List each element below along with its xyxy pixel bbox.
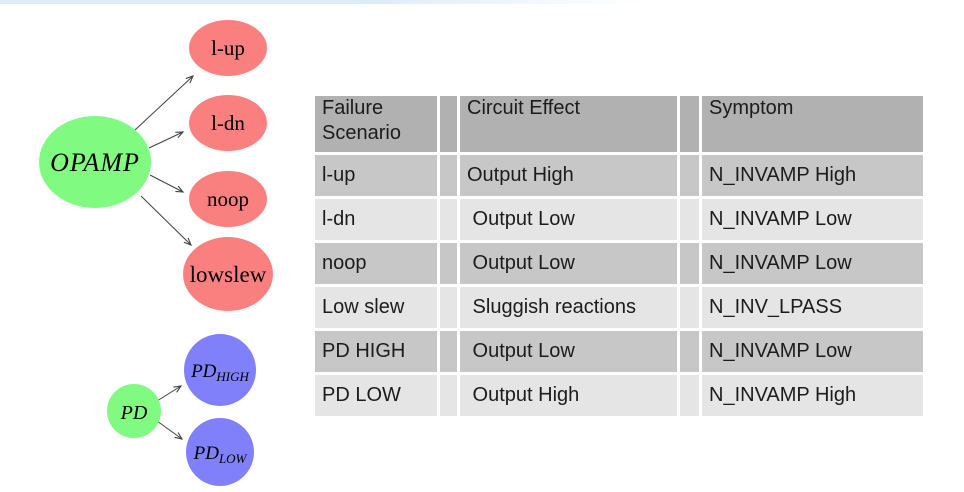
header-failure-scenario: Failure Scenario: [315, 96, 437, 152]
table-row: l-up Output High N_INVAMP High: [315, 155, 923, 196]
cell-failure-scenario: PD HIGH: [315, 331, 437, 372]
header-circuit-effect: Circuit Effect: [460, 96, 677, 152]
node-ldn: [189, 95, 267, 151]
node-noop: [189, 171, 267, 227]
cell-circuit-effect: Output Low: [460, 331, 677, 372]
edge-opamp-noop: [149, 174, 185, 193]
cell-circuit-effect: Output Low: [460, 243, 677, 284]
cell-spacer: [680, 155, 699, 196]
cell-spacer: [680, 287, 699, 328]
header-symptom: Symptom: [702, 96, 923, 152]
table-row: l-dn Output Low N_INVAMP Low: [315, 199, 923, 240]
node-noop-label: noop: [207, 187, 249, 211]
cell-symptom: N_INVAMP Low: [702, 199, 923, 240]
cell-circuit-effect: Output High: [460, 155, 677, 196]
table-row: noop Output Low N_INVAMP Low: [315, 243, 923, 284]
cell-spacer: [440, 331, 457, 372]
cell-failure-scenario: l-dn: [315, 199, 437, 240]
node-pdhigh: [184, 334, 256, 406]
table-header-row: Failure Scenario Circuit Effect Symptom: [315, 96, 923, 152]
table-row: Low slew Sluggish reactions N_INV_LPASS: [315, 287, 923, 328]
node-lowslew-label: lowslew: [190, 262, 267, 287]
node-pd: [107, 384, 161, 438]
cell-failure-scenario: Low slew: [315, 287, 437, 328]
cell-symptom: N_INV_LPASS: [702, 287, 923, 328]
table-row: PD LOW Output High N_INVAMP High: [315, 375, 923, 416]
edge-pd-pdhigh: [156, 385, 183, 402]
node-lowslew: [183, 237, 273, 311]
window-top-edge: [0, 0, 648, 4]
cell-spacer: [440, 287, 457, 328]
failure-table: Failure Scenario Circuit Effect Symptom …: [312, 93, 926, 419]
cell-failure-scenario: noop: [315, 243, 437, 284]
cell-spacer: [680, 331, 699, 372]
edge-opamp-lowslew: [140, 195, 192, 246]
cell-circuit-effect: Output High: [460, 375, 677, 416]
cell-symptom: N_INVAMP High: [702, 375, 923, 416]
cell-circuit-effect: Output Low: [460, 199, 677, 240]
node-lup: [189, 20, 267, 76]
cell-spacer: [680, 243, 699, 284]
cell-spacer: [680, 199, 699, 240]
edge-opamp-lup: [134, 75, 195, 131]
node-pd-label: PD: [120, 402, 148, 424]
node-pdhigh-label: PDHIGH: [190, 361, 249, 384]
cell-spacer: [440, 155, 457, 196]
cell-spacer: [440, 375, 457, 416]
cell-failure-scenario: PD LOW: [315, 375, 437, 416]
cell-spacer: [440, 199, 457, 240]
header-spacer-1: [440, 96, 457, 152]
cell-spacer: [680, 375, 699, 416]
node-opamp: [39, 116, 151, 208]
node-pdlow: [186, 418, 254, 486]
fault-tree-diagram: OPAMP l-up l-dn noop lowslew PD PDHIGH P…: [39, 20, 273, 486]
table-row: PD HIGH Output Low N_INVAMP Low: [315, 331, 923, 372]
node-opamp-label: OPAMP: [50, 148, 140, 177]
cell-symptom: N_INVAMP Low: [702, 243, 923, 284]
cell-symptom: N_INVAMP Low: [702, 331, 923, 372]
cell-spacer: [440, 243, 457, 284]
node-lup-label: l-up: [211, 36, 245, 60]
cell-failure-scenario: l-up: [315, 155, 437, 196]
node-pdlow-label: PDLOW: [193, 443, 248, 466]
cell-symptom: N_INVAMP High: [702, 155, 923, 196]
edge-pd-pdlow: [156, 420, 184, 440]
edge-opamp-ldn: [148, 131, 185, 149]
header-spacer-2: [680, 96, 699, 152]
node-ldn-label: l-dn: [211, 111, 245, 135]
diagram-edges: [134, 75, 195, 440]
cell-circuit-effect: Sluggish reactions: [460, 287, 677, 328]
